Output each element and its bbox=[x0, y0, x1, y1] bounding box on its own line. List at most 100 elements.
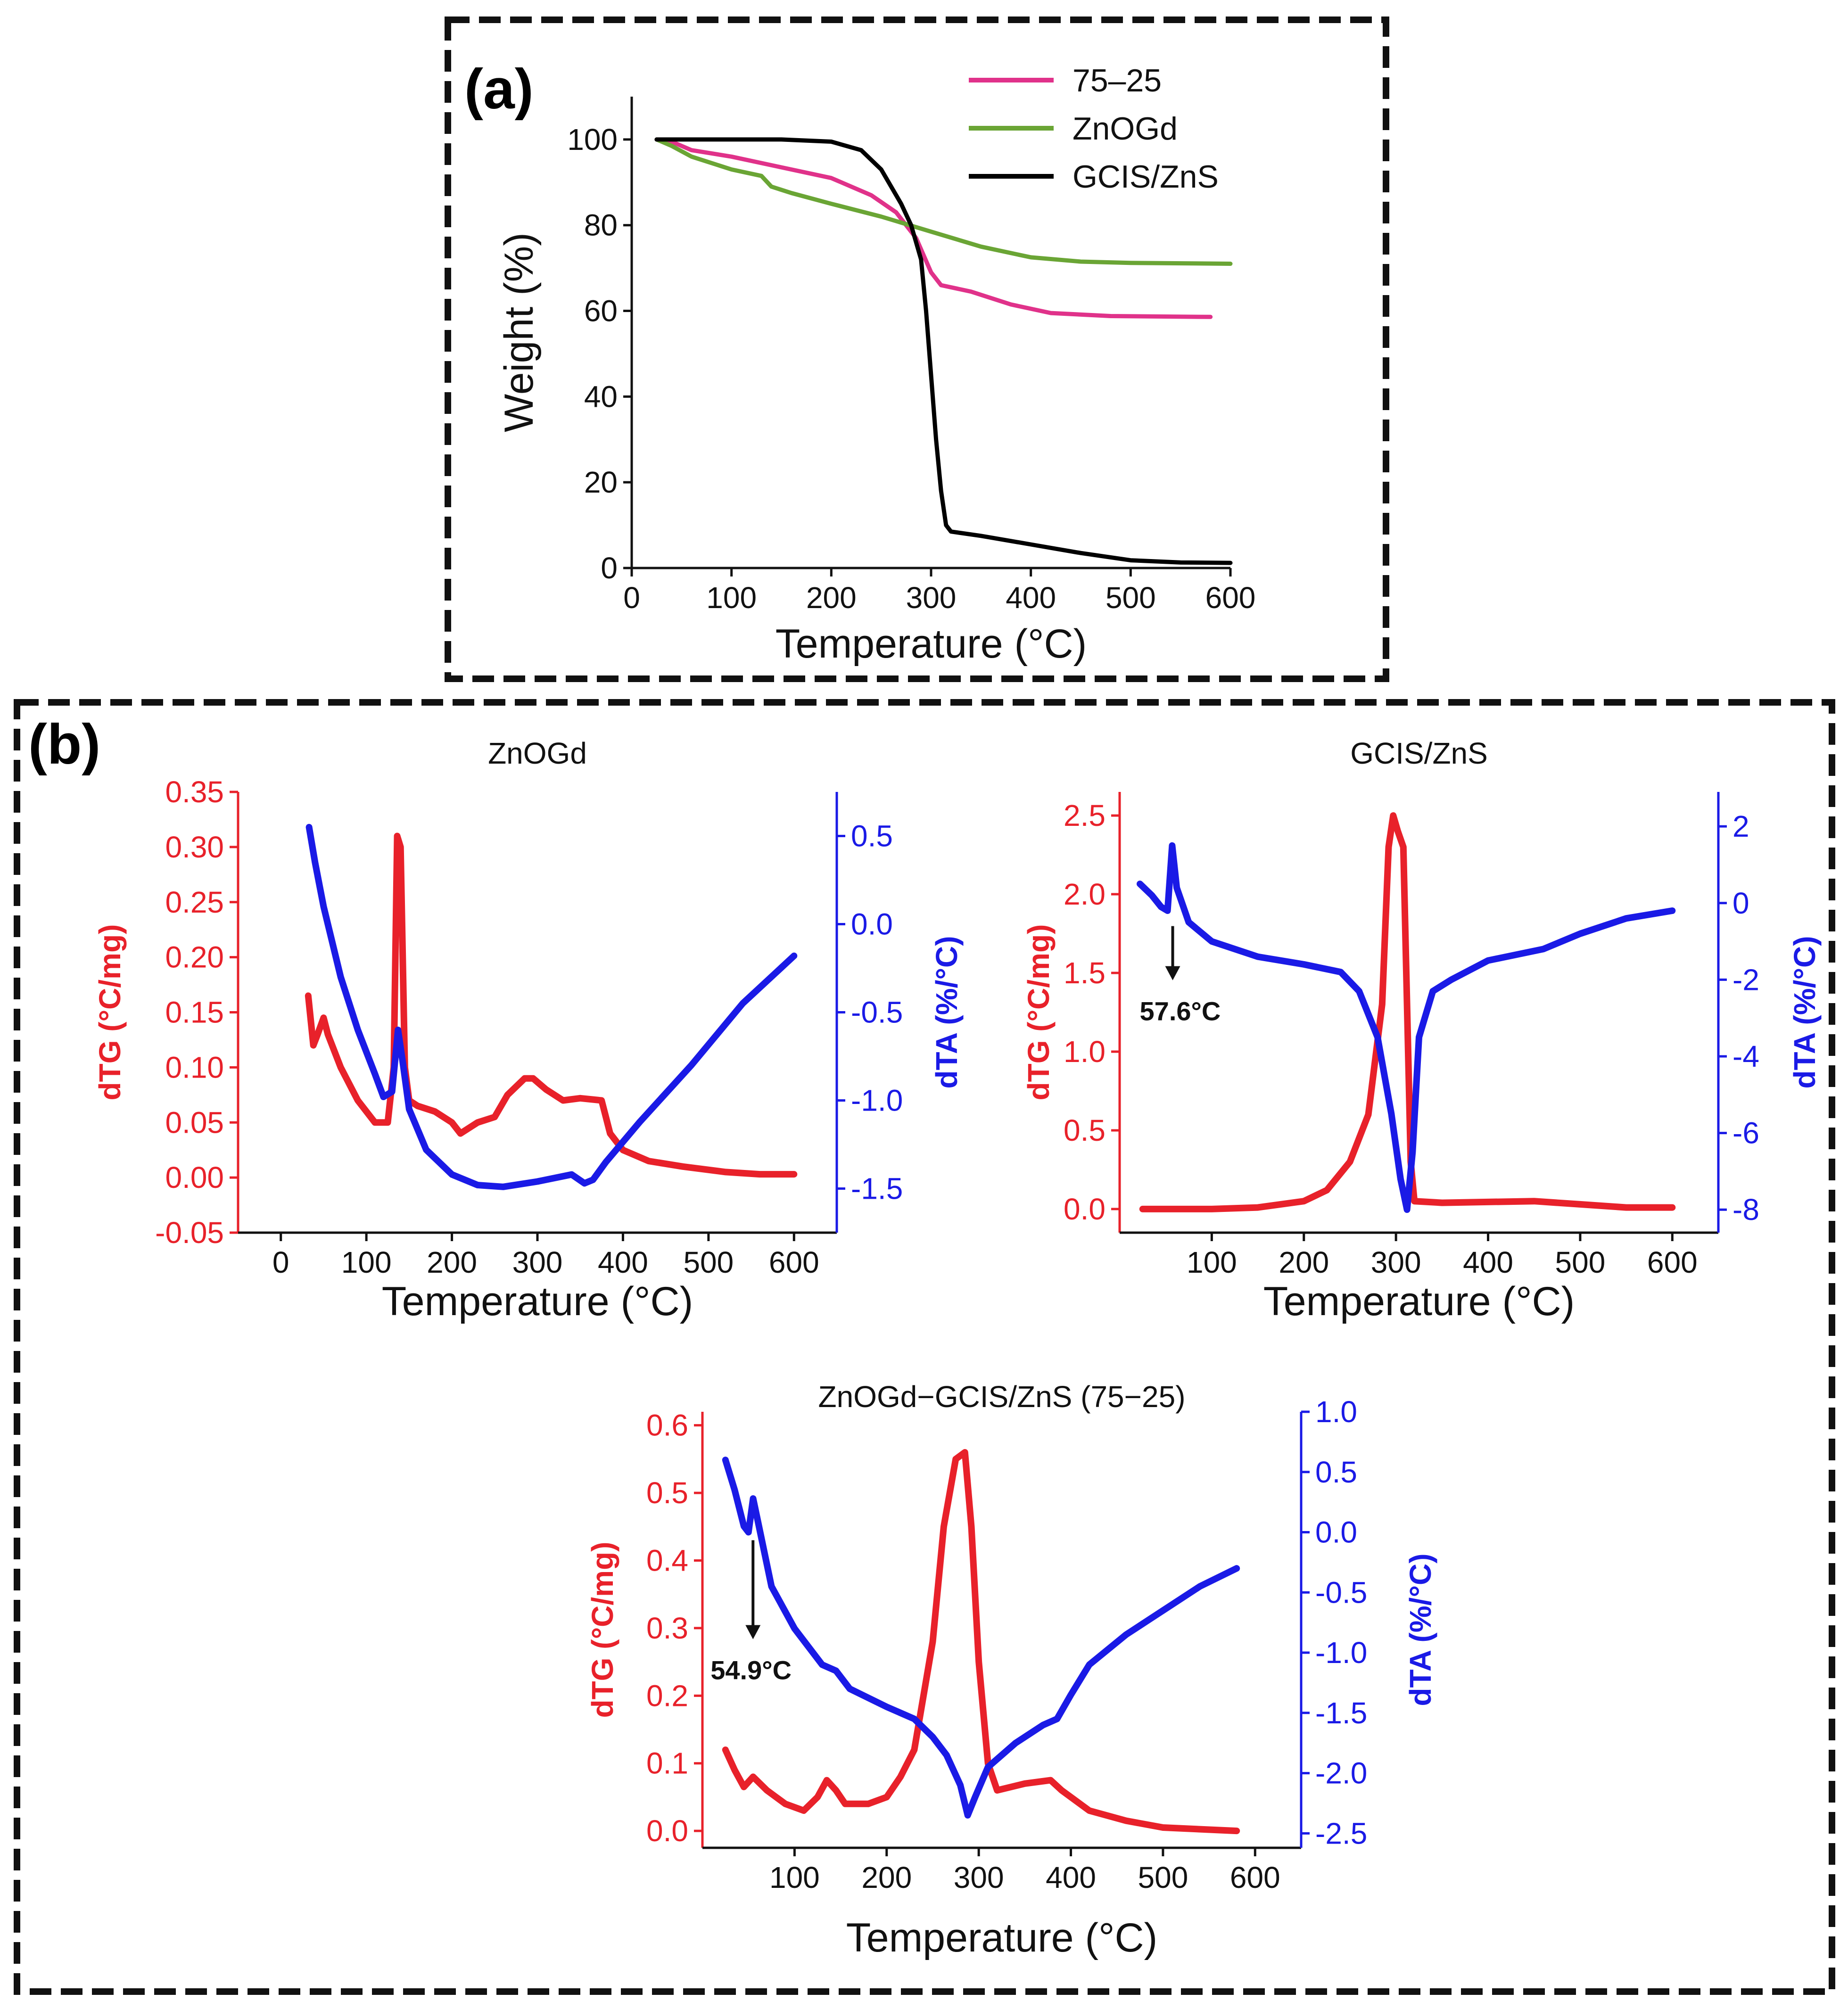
y-tick-label: 2.0 bbox=[1064, 877, 1106, 911]
y-tick-label: 0.0 bbox=[1064, 1192, 1106, 1226]
series-line-dtg bbox=[305, 832, 798, 1178]
y2-tick-label: -2 bbox=[1732, 963, 1759, 996]
y2-tick-label: -6 bbox=[1732, 1116, 1759, 1150]
legend-label: 75–25 bbox=[1072, 63, 1162, 99]
x-tick-label: 300 bbox=[512, 1245, 563, 1279]
chart-b3-composite: 100 200 300 400 500 600 0.6 0.5 0.4 0.3 0.2 0.1 0.0 1… bbox=[586, 1380, 1437, 1960]
x-tick-label: 400 bbox=[598, 1245, 648, 1279]
y-tick-label: 1.5 bbox=[1064, 956, 1106, 990]
x-tick-label: 600 bbox=[769, 1245, 819, 1279]
series-line-dtg bbox=[1139, 812, 1676, 1212]
x-tick-label: 0 bbox=[623, 581, 640, 615]
y2-axis-label: dTA (%/°C) bbox=[930, 936, 964, 1088]
series-line-dta bbox=[722, 1457, 1240, 1819]
x-tick-label: 100 bbox=[769, 1861, 820, 1894]
y-tick-label: 0.20 bbox=[165, 940, 224, 974]
y2-axis-label: dTA (%/°C) bbox=[1403, 1553, 1437, 1706]
chart-title: ZnOGd−GCIS/ZnS (75−25) bbox=[818, 1380, 1186, 1414]
chart-title: GCIS/ZnS bbox=[1350, 736, 1488, 770]
y-tick-label: 0 bbox=[601, 551, 618, 585]
chart-a-weight-loss: 0 100 200 300 400 500 600 0 20 40 60 80 100 Temperatu… bbox=[496, 63, 1255, 667]
y-tick-label: 0.25 bbox=[165, 885, 224, 919]
y2-axis-label: dTA (%/°C) bbox=[1788, 936, 1822, 1088]
y-tick-label: 0.15 bbox=[165, 996, 224, 1029]
y2-tick-label: -0.5 bbox=[851, 996, 903, 1029]
annotation-arrow-head bbox=[745, 1625, 761, 1639]
x-tick-label: 400 bbox=[1463, 1245, 1513, 1279]
x-tick-label: 600 bbox=[1205, 581, 1256, 615]
y-tick-label: 1.0 bbox=[1064, 1035, 1106, 1069]
y-tick-label: 0.3 bbox=[646, 1611, 688, 1645]
x-tick-label: 0 bbox=[272, 1245, 289, 1279]
x-tick-label: 300 bbox=[1371, 1245, 1421, 1279]
x-tick-label: 300 bbox=[954, 1861, 1004, 1894]
x-tick-label: 600 bbox=[1647, 1245, 1698, 1279]
y-tick-label: 0.6 bbox=[646, 1408, 688, 1442]
chart-b2-gcis-zns: 100 200 300 400 500 600 2.5 2.0 1.5 1.0 0.5 0.0 2 0 -2… bbox=[1022, 736, 1822, 1324]
y-tick-label: 0.1 bbox=[646, 1746, 688, 1780]
x-axis-label: Temperature (°C) bbox=[382, 1279, 693, 1324]
y2-tick-label: 2 bbox=[1732, 809, 1749, 843]
y2-tick-label: 0.5 bbox=[851, 819, 893, 853]
x-tick-label: 200 bbox=[861, 1861, 912, 1894]
y-tick-label: 0.0 bbox=[646, 1814, 688, 1848]
panel-b-frame bbox=[14, 699, 1835, 1995]
y2-tick-label: 1.0 bbox=[1315, 1395, 1357, 1429]
x-axis-label: Temperature (°C) bbox=[776, 621, 1087, 667]
x-tick-label: 200 bbox=[806, 581, 857, 615]
series-line-dta bbox=[1137, 842, 1676, 1213]
x-axis-label: Temperature (°C) bbox=[1263, 1279, 1575, 1324]
y2-tick-label: -2.0 bbox=[1315, 1756, 1367, 1790]
y-tick-label: 80 bbox=[584, 208, 618, 242]
y-tick-label: 2.5 bbox=[1064, 799, 1106, 832]
panel-b-label: (b) bbox=[28, 713, 100, 776]
y2-tick-label: -1.5 bbox=[851, 1172, 903, 1206]
y2-tick-label: -1.0 bbox=[851, 1084, 903, 1118]
y2-tick-label: 0.0 bbox=[1315, 1515, 1357, 1549]
panel-a-frame bbox=[445, 16, 1389, 682]
chart-title: ZnOGd bbox=[488, 736, 587, 770]
y-tick-label: 40 bbox=[584, 379, 618, 413]
y2-tick-label: -1.0 bbox=[1315, 1636, 1367, 1670]
x-tick-label: 500 bbox=[1106, 581, 1156, 615]
y2-tick-label: -1.5 bbox=[1315, 1696, 1367, 1730]
x-tick-label: 500 bbox=[683, 1245, 734, 1279]
x-tick-label: 200 bbox=[427, 1245, 477, 1279]
y-axis-label: dTG (°C/mg) bbox=[586, 1542, 619, 1718]
x-tick-label: 400 bbox=[1006, 581, 1056, 615]
x-tick-label: 200 bbox=[1279, 1245, 1329, 1279]
x-tick-label: 100 bbox=[706, 581, 757, 615]
legend-label: ZnOGd bbox=[1072, 111, 1178, 147]
y-tick-label: -0.05 bbox=[155, 1216, 224, 1250]
y-tick-label: 0.10 bbox=[165, 1050, 224, 1084]
y-tick-label: 0.5 bbox=[646, 1476, 688, 1510]
annotation-arrow-head bbox=[1165, 966, 1180, 980]
y2-tick-label: -2.5 bbox=[1315, 1816, 1367, 1850]
y-axis-label: dTG (°C/mg) bbox=[93, 924, 127, 1101]
y2-tick-label: 0.0 bbox=[851, 907, 893, 941]
legend-label: GCIS/ZnS bbox=[1072, 159, 1219, 195]
y2-tick-label: 0.5 bbox=[1315, 1455, 1357, 1489]
x-tick-label: 400 bbox=[1046, 1861, 1096, 1894]
y-tick-label: 0.05 bbox=[165, 1105, 224, 1139]
x-tick-label: 500 bbox=[1138, 1861, 1188, 1894]
series-line-znogd bbox=[654, 137, 1233, 266]
y2-tick-label: -8 bbox=[1732, 1193, 1759, 1227]
annotation-label: 57.6°C bbox=[1140, 996, 1221, 1026]
y-tick-label: 0.35 bbox=[165, 775, 224, 809]
panel-a-label: (a) bbox=[464, 58, 534, 121]
series-line-dta bbox=[305, 823, 798, 1190]
y-axis-label: Weight (%) bbox=[496, 232, 542, 432]
y-tick-label: 60 bbox=[584, 294, 618, 328]
y-tick-label: 0.4 bbox=[646, 1544, 688, 1578]
series-line-gcis-zns bbox=[654, 137, 1233, 565]
y2-tick-label: -0.5 bbox=[1315, 1575, 1367, 1609]
y-axis-label: dTG (°C/mg) bbox=[1022, 924, 1056, 1101]
y2-tick-label: -4 bbox=[1732, 1039, 1759, 1073]
x-tick-label: 100 bbox=[1187, 1245, 1237, 1279]
y-tick-label: 0.2 bbox=[646, 1679, 688, 1713]
y2-tick-label: 0 bbox=[1732, 886, 1749, 920]
x-tick-label: 300 bbox=[906, 581, 957, 615]
x-tick-label: 500 bbox=[1555, 1245, 1606, 1279]
